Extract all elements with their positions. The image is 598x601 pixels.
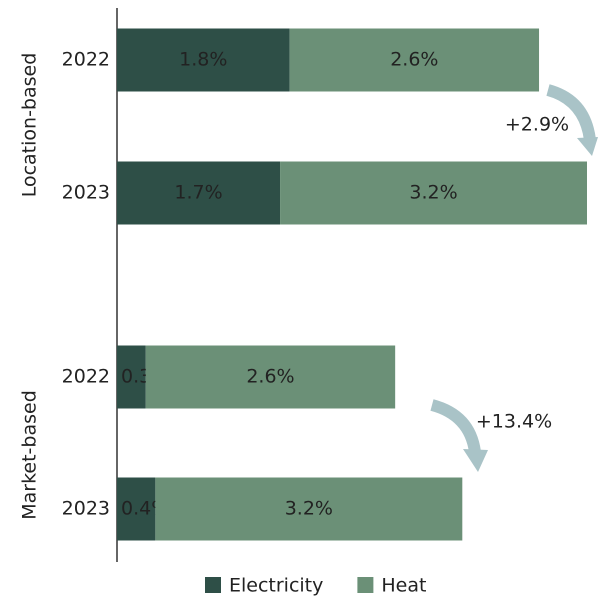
data-label: 3.2% (409, 182, 457, 204)
y-tick-label: 2022 (62, 49, 110, 71)
data-label: 2.6% (246, 366, 294, 388)
data-label: 1.8% (179, 49, 227, 71)
legend-label: Electricity (229, 575, 323, 597)
bar-segment (117, 477, 156, 541)
bar-segment (280, 161, 587, 225)
y-tick-label: 2023 (62, 182, 110, 204)
bar-segment (117, 345, 146, 409)
bar-segment (145, 345, 396, 409)
annotation-arrow (546, 84, 596, 141)
group-label: Market-based (19, 390, 41, 520)
annotation: +13.4% (476, 411, 552, 433)
data-label: 1.7% (174, 182, 222, 204)
annotation-arrow (430, 399, 481, 454)
bar-segment (155, 477, 463, 541)
y-tick-label: 2023 (62, 498, 110, 520)
group-label: Location-based (19, 53, 41, 198)
y-tick-label: 2022 (62, 366, 110, 388)
bar-segment (117, 28, 290, 92)
bar-segment (117, 161, 281, 225)
data-label: 3.2% (285, 498, 333, 520)
bar-segment (289, 28, 540, 92)
annotation: +2.9% (505, 114, 569, 136)
annotation-arrowhead (577, 137, 598, 156)
annotation-arrowhead (463, 449, 488, 472)
legend-swatch (357, 577, 374, 593)
legend-swatch (205, 577, 221, 593)
legend-label: Heat (381, 575, 426, 597)
data-label: 2.6% (390, 49, 438, 71)
